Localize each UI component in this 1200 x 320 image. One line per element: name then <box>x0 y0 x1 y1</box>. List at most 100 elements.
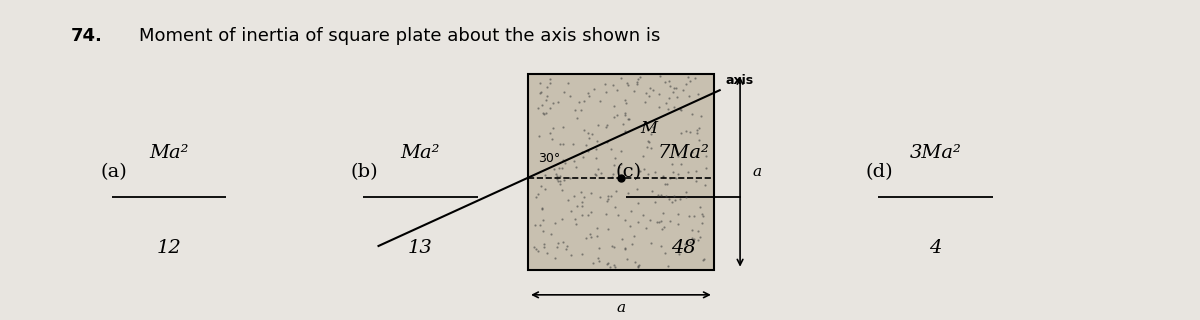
Point <box>638 139 658 144</box>
Point <box>590 170 610 175</box>
Point <box>604 82 623 87</box>
Point <box>534 228 553 233</box>
Point <box>570 100 589 105</box>
Point <box>689 237 708 242</box>
Point <box>661 219 680 224</box>
Point <box>660 196 679 201</box>
Point <box>534 244 553 250</box>
Point <box>530 90 550 95</box>
Point <box>602 244 622 249</box>
Point <box>528 191 547 196</box>
Point <box>581 231 600 236</box>
Point <box>558 81 577 86</box>
Point <box>602 175 622 180</box>
Point <box>532 89 551 94</box>
Point <box>552 188 571 193</box>
Point <box>667 86 686 91</box>
Point <box>613 236 632 241</box>
Point <box>524 244 544 250</box>
Point <box>548 179 568 184</box>
Point <box>656 193 676 198</box>
Point <box>688 128 707 133</box>
Point <box>680 130 700 135</box>
Point <box>532 207 551 212</box>
Point <box>572 212 592 218</box>
Point <box>628 81 647 86</box>
Point <box>578 148 598 154</box>
Point <box>526 246 545 252</box>
Point <box>638 172 658 177</box>
Point <box>540 81 559 86</box>
Point <box>660 84 679 89</box>
Point <box>553 124 572 129</box>
Point <box>668 221 688 227</box>
Point <box>587 172 606 177</box>
Point <box>656 100 676 106</box>
Point <box>670 106 689 111</box>
Point <box>598 123 617 128</box>
Point <box>601 194 620 199</box>
Point <box>526 222 545 228</box>
Point <box>659 106 678 111</box>
Point <box>584 87 604 92</box>
Point <box>683 149 702 154</box>
Point <box>653 211 672 216</box>
Point <box>646 170 665 175</box>
Point <box>664 169 683 174</box>
Point <box>612 75 631 80</box>
Point <box>580 93 599 99</box>
Point <box>635 167 654 172</box>
Point <box>635 99 654 104</box>
Point <box>566 164 586 169</box>
Point <box>628 264 647 269</box>
Point <box>683 247 702 252</box>
Point <box>536 110 556 115</box>
Point <box>545 256 564 261</box>
Point <box>683 112 702 117</box>
Point <box>530 222 550 228</box>
Point <box>695 256 714 261</box>
Point <box>616 113 635 118</box>
Point <box>629 264 648 269</box>
Point <box>616 128 635 133</box>
Point <box>690 204 709 210</box>
Point <box>606 188 625 194</box>
Point <box>581 234 600 239</box>
Point <box>580 136 599 141</box>
Point <box>604 172 623 177</box>
Point <box>605 244 624 249</box>
Point <box>571 189 590 195</box>
Point <box>548 240 568 245</box>
Point <box>610 164 629 170</box>
Point <box>662 161 682 166</box>
Point <box>692 212 712 217</box>
Point <box>605 104 624 109</box>
Point <box>559 197 578 203</box>
Text: (c): (c) <box>616 163 642 181</box>
Point <box>666 198 685 203</box>
Point <box>676 195 695 200</box>
Point <box>541 131 560 136</box>
Point <box>596 90 616 95</box>
Point <box>553 157 572 162</box>
Point <box>578 212 598 218</box>
Point <box>551 179 570 184</box>
Point <box>653 175 672 180</box>
Point <box>682 236 701 241</box>
Point <box>658 182 677 187</box>
Point <box>666 175 685 180</box>
Point <box>616 217 635 222</box>
Point <box>529 248 548 253</box>
Text: (b): (b) <box>350 163 378 181</box>
Point <box>588 255 607 260</box>
Point <box>546 220 565 226</box>
Point <box>617 256 636 261</box>
Point <box>680 79 700 84</box>
Point <box>671 107 690 112</box>
Text: 12: 12 <box>157 238 181 257</box>
Point <box>576 236 595 241</box>
Point <box>680 239 700 244</box>
Point <box>629 262 648 268</box>
Point <box>692 220 712 225</box>
Point <box>572 251 592 256</box>
